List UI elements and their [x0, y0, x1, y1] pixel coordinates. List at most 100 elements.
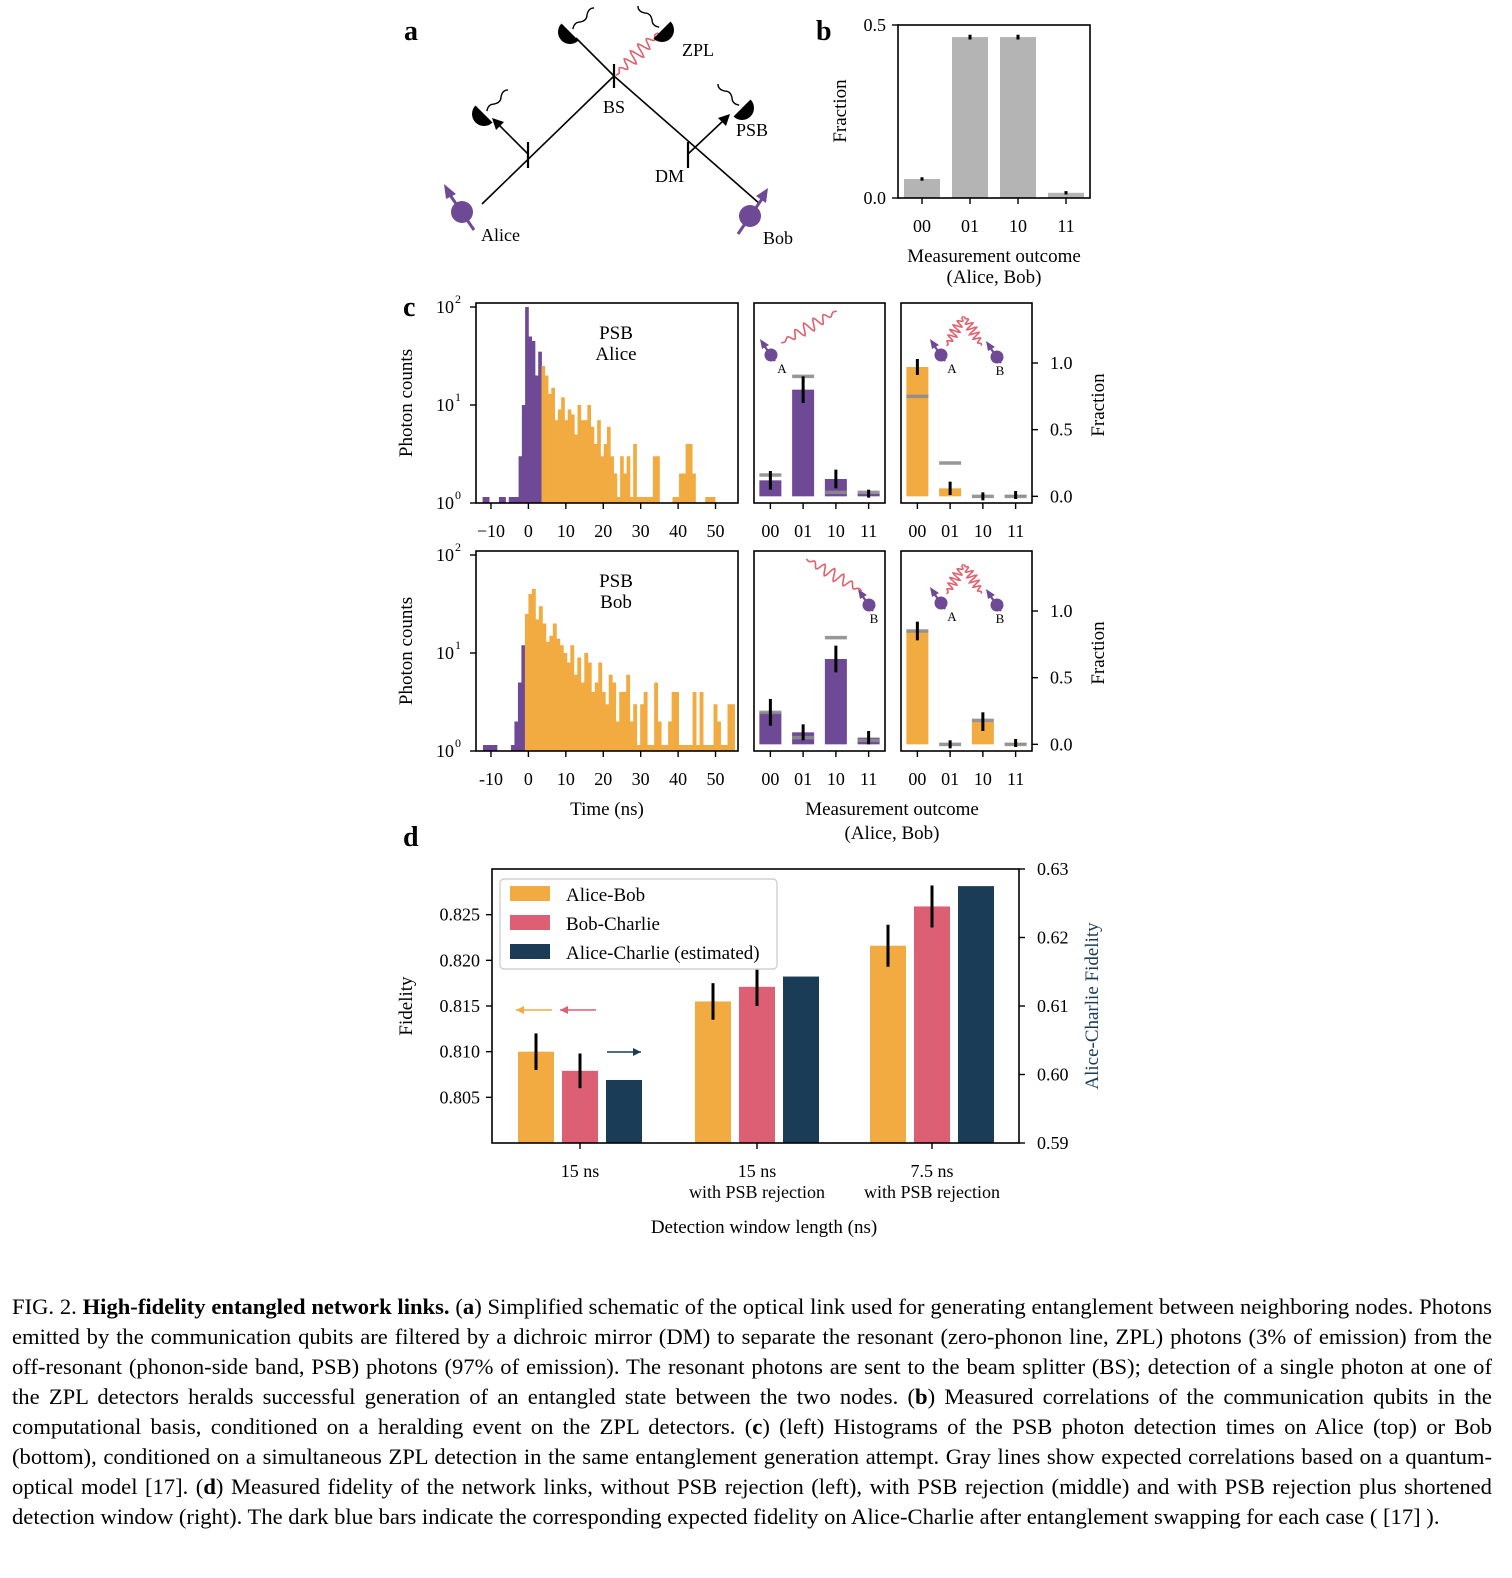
histogram-bin: [619, 691, 624, 751]
qubit-label-b: B: [996, 363, 1005, 378]
panel-letter-d: d: [403, 822, 419, 853]
qubit-b-icon: [986, 341, 1004, 364]
histogram-bin: [557, 409, 562, 503]
caption-letter-b: b: [915, 1384, 928, 1409]
histogram-bin: [620, 456, 624, 503]
histogram-bin: [679, 473, 683, 503]
bar-b-01: [952, 37, 988, 198]
label-bs: BS: [603, 97, 625, 117]
histogram-bin: [574, 434, 578, 503]
arrow-left-axis-orange-head: [516, 1006, 524, 1014]
xlabel-measurement-outcome: Measurement outcome: [805, 799, 979, 820]
histogram-bin: [552, 623, 557, 751]
axes-frame-b: [897, 24, 1091, 199]
histogram-bin: [535, 619, 540, 751]
histogram-bin: [626, 674, 631, 751]
label-zpl: ZPL: [682, 40, 714, 60]
xtick-label-10: 10: [827, 521, 845, 541]
histogram-bin: [531, 588, 536, 751]
label-dm: DM: [655, 166, 684, 186]
chart-c-joint-bottom: 00 01 10 11 0.0 0.5 1.0 Fraction A B Measurement o…: [805, 550, 1109, 844]
qubit-b-icon: [858, 589, 876, 612]
detector-zpl-left-icon: [558, 7, 595, 44]
histogram-bin: [566, 662, 571, 751]
ytick-label: 10: [436, 297, 454, 317]
qubit-b-icon-ball: [990, 598, 1004, 612]
histogram-bin: [518, 456, 523, 503]
histogram-bin: [607, 426, 611, 503]
ytick-label-right: 1.0: [1050, 353, 1073, 373]
qubit-label-a: A: [947, 361, 957, 376]
histogram-bin: [567, 409, 572, 503]
histogram-bin: [646, 497, 650, 503]
xlabel-d: Detection window length (ns): [651, 1217, 877, 1238]
histogram-bin: [685, 745, 690, 751]
panel-letter-a: a: [404, 16, 418, 47]
axes-frame-chart-c-joint-top: [900, 302, 1033, 504]
bar-alice-bob-2: [870, 945, 906, 1143]
histogram-bin: [525, 307, 529, 503]
histogram-bin: [517, 682, 522, 751]
xtick-label: 50: [707, 521, 725, 541]
xtick-label-d: 15 ns: [738, 1161, 777, 1181]
photon-wave: [805, 558, 863, 592]
histogram-bin: [610, 456, 614, 503]
path-bs-bob: [613, 75, 761, 205]
xlabel-time: Time (ns): [570, 799, 644, 820]
chart-d-fidelity: d 0.805 0.810 0.815 0.820 0.825 0.59 0.60 0.61 0.…: [396, 822, 1103, 1238]
histogram-bin: [711, 497, 716, 503]
xtick-label-b-01: 01: [961, 216, 979, 236]
xtick-label: 40: [669, 769, 687, 789]
xtick-label-00: 00: [761, 521, 779, 541]
xtick-label-11: 11: [1007, 769, 1024, 789]
xlabel2-b: (Alice, Bob): [947, 267, 1042, 288]
panel-letter-b: b: [816, 16, 832, 47]
caption-letter-d: d: [203, 1474, 216, 1499]
bar-b-10: [1000, 37, 1036, 198]
photon-wave-right: [963, 564, 983, 594]
label-bob: Bob: [763, 228, 793, 248]
histogram-bin: [672, 497, 677, 503]
histogram-bin: [657, 721, 662, 751]
histogram-bin: [538, 351, 542, 503]
ylabel-fraction: Fraction: [1088, 373, 1109, 437]
histogram-bin: [603, 443, 608, 503]
qubit-b-icon: [986, 589, 1004, 612]
histogram-bin: [731, 704, 735, 751]
histogram-bin: [534, 375, 539, 503]
bar-b-00: [904, 178, 940, 198]
histogram-bin: [524, 614, 529, 751]
xtick-label: 30: [632, 521, 650, 541]
ytick-label-right: 0.0: [1050, 486, 1073, 506]
histogram-bin: [598, 662, 603, 751]
bar-10: [971, 721, 994, 745]
histogram-bin: [654, 682, 659, 751]
qubit-a-icon-ball: [934, 596, 948, 610]
figure-2: a: [396, 5, 1109, 1238]
ytick-label-right-d: 0.59: [1037, 1133, 1069, 1153]
caption-text-a: Simplified schematic of the optical link…: [12, 1294, 1492, 1409]
histogram-bin: [626, 456, 631, 503]
legend-swatch-0: [510, 886, 550, 901]
histogram-bin: [640, 704, 645, 751]
histogram-bin: [542, 623, 547, 751]
xtick-label-01: 01: [794, 769, 812, 789]
xtick-label-b-00: 00: [913, 216, 931, 236]
ytick-label-left-d: 0.810: [440, 1042, 481, 1062]
histogram-bin: [502, 497, 506, 503]
label-alice: Alice: [481, 225, 520, 245]
histogram-bin: [649, 497, 654, 503]
qubit-b-icon-ball: [862, 598, 876, 612]
path-bs-left-detector: [575, 37, 615, 77]
xtick-label2-d: with PSB rejection: [864, 1182, 1000, 1202]
qubit-b-icon-ball: [990, 350, 1004, 364]
histogram-bin: [682, 473, 686, 503]
xtick-label-01: 01: [794, 521, 812, 541]
histogram-bin: [587, 662, 592, 751]
ytick-label-left-d: 0.825: [440, 905, 481, 925]
histogram-label-node: Bob: [600, 592, 632, 613]
path-bob-psb: [687, 119, 725, 155]
histogram-bin: [493, 745, 498, 751]
histogram-bin: [577, 405, 582, 503]
